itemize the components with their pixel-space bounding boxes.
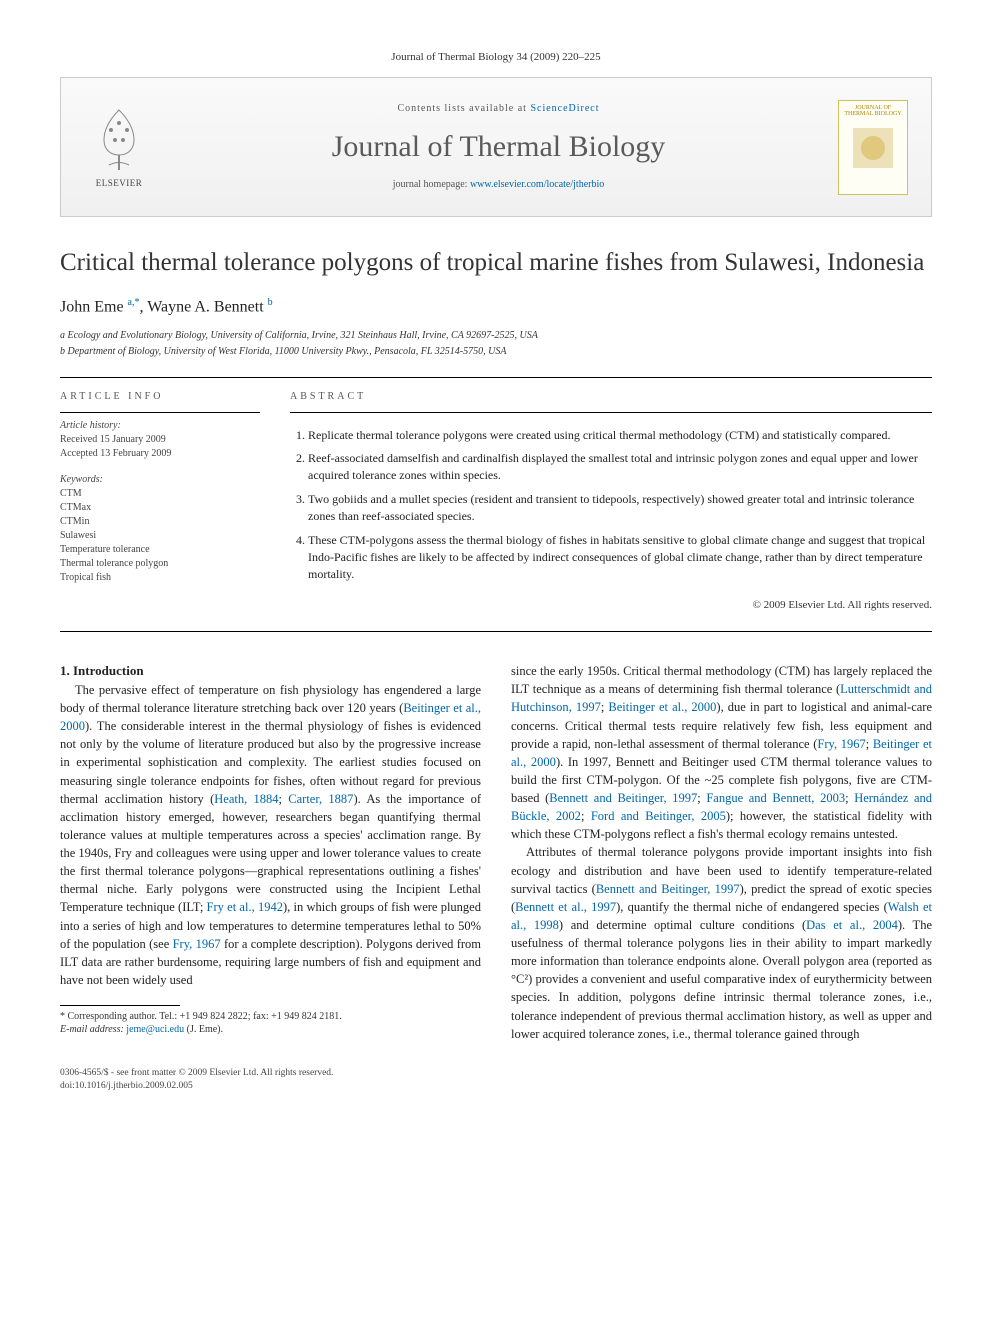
author-list: John Eme a,*, Wayne A. Bennett b (60, 296, 932, 319)
citation-link[interactable]: Bennett and Beitinger, 1997 (549, 791, 697, 805)
citation-link[interactable]: Ford and Beitinger, 2005 (591, 809, 726, 823)
abstract-block: abstract Replicate thermal tolerance pol… (290, 390, 932, 614)
abstract-item: Replicate thermal tolerance polygons wer… (308, 427, 932, 444)
body-paragraph: since the early 1950s. Critical thermal … (511, 662, 932, 843)
citation-link[interactable]: Bennett et al., 1997 (515, 900, 616, 914)
page: Journal of Thermal Biology 34 (2009) 220… (0, 0, 992, 1133)
elsevier-tree-icon (89, 105, 149, 175)
homepage-line: journal homepage: www.elsevier.com/locat… (159, 178, 838, 192)
history-item: Accepted 13 February 2009 (60, 447, 260, 461)
affiliation: b Department of Biology, University of W… (60, 345, 932, 359)
email-label: E-mail address: (60, 1024, 124, 1035)
email-suffix: (J. Eme). (187, 1024, 223, 1035)
citation-link[interactable]: Beitinger et al., 2000 (608, 700, 716, 714)
citation-link[interactable]: Carter, 1887 (288, 792, 353, 806)
citation-link[interactable]: Bennett and Beitinger, 1997 (596, 882, 740, 896)
keyword-list: CTMCTMaxCTMinSulawesiTemperature toleran… (60, 487, 260, 585)
corresponding-author-note: * Corresponding author. Tel.: +1 949 824… (60, 1010, 481, 1023)
journal-name: Journal of Thermal Biology (159, 126, 838, 168)
cover-art-icon (848, 118, 898, 178)
abstract-item: These CTM-polygons assess the thermal bi… (308, 532, 932, 584)
publisher-logo-block: ELSEVIER (79, 105, 159, 190)
keyword-item: Sulawesi (60, 529, 260, 543)
text: ; (845, 791, 854, 805)
affiliations: a Ecology and Evolutionary Biology, Univ… (60, 329, 932, 359)
contents-prefix: Contents lists available at (397, 103, 526, 114)
text: ). The usefulness of thermal tolerance p… (511, 918, 932, 1041)
column-right: since the early 1950s. Critical thermal … (511, 662, 932, 1043)
footnote-divider (60, 1005, 180, 1006)
citation-link[interactable]: Fangue and Bennett, 2003 (706, 791, 845, 805)
running-header: Journal of Thermal Biology 34 (2009) 220… (60, 50, 932, 65)
page-footer: 0306-4565/$ - see front matter © 2009 El… (60, 1067, 932, 1094)
history-label: Article history: (60, 419, 260, 433)
citation-link[interactable]: Heath, 1884 (214, 792, 278, 806)
homepage-prefix: journal homepage: (393, 179, 468, 190)
article-info-block: article info Article history: Received 1… (60, 390, 260, 614)
body-paragraph: The pervasive effect of temperature on f… (60, 681, 481, 989)
divider (60, 631, 932, 632)
body-columns: 1. Introduction The pervasive effect of … (60, 662, 932, 1043)
body-paragraph: Attributes of thermal tolerance polygons… (511, 843, 932, 1042)
keyword-item: CTMax (60, 501, 260, 515)
abstract-item: Two gobiids and a mullet species (reside… (308, 491, 932, 526)
abstract-list: Replicate thermal tolerance polygons wer… (290, 427, 932, 584)
column-left: 1. Introduction The pervasive effect of … (60, 662, 481, 1043)
citation-link[interactable]: Fry, 1967 (173, 937, 221, 951)
text: ; (279, 792, 289, 806)
abstract-copyright: © 2009 Elsevier Ltd. All rights reserved… (290, 598, 932, 613)
email-link[interactable]: jeme@uci.edu (126, 1024, 184, 1035)
cover-thumb-title: JOURNAL OF THERMAL BIOLOGY (843, 105, 903, 118)
text: ). As the importance of acclimation hist… (60, 792, 481, 915)
journal-banner: ELSEVIER Contents lists available at Sci… (60, 77, 932, 217)
keyword-item: CTM (60, 487, 260, 501)
info-divider (60, 412, 260, 413)
text: ) and determine optimal culture conditio… (559, 918, 806, 932)
text: ; (697, 791, 706, 805)
citation-link[interactable]: Fry et al., 1942 (207, 900, 283, 914)
citation-link[interactable]: Das et al., 2004 (806, 918, 898, 932)
article-title: Critical thermal tolerance polygons of t… (60, 247, 932, 280)
contents-line: Contents lists available at ScienceDirec… (159, 102, 838, 116)
section-heading: 1. Introduction (60, 662, 481, 681)
front-matter-line: 0306-4565/$ - see front matter © 2009 El… (60, 1067, 932, 1080)
publisher-name: ELSEVIER (96, 177, 143, 190)
history-item: Received 15 January 2009 (60, 433, 260, 447)
cover-thumb-block: JOURNAL OF THERMAL BIOLOGY (838, 100, 913, 195)
abstract-divider (290, 412, 932, 413)
text: ; (581, 809, 591, 823)
keyword-item: Thermal tolerance polygon (60, 557, 260, 571)
text: ), quantify the thermal niche of endange… (616, 900, 888, 914)
journal-cover-icon: JOURNAL OF THERMAL BIOLOGY (838, 100, 908, 195)
citation-link[interactable]: Fry, 1967 (817, 737, 865, 751)
keyword-item: Tropical fish (60, 571, 260, 585)
banner-center: Contents lists available at ScienceDirec… (159, 102, 838, 192)
keyword-item: Temperature tolerance (60, 543, 260, 557)
keyword-item: CTMin (60, 515, 260, 529)
email-note: E-mail address: jeme@uci.edu (J. Eme). (60, 1023, 481, 1036)
divider (60, 377, 932, 378)
affiliation: a Ecology and Evolutionary Biology, Univ… (60, 329, 932, 343)
article-info-heading: article info (60, 390, 260, 404)
homepage-link[interactable]: www.elsevier.com/locate/jtherbio (470, 179, 604, 190)
abstract-heading: abstract (290, 390, 932, 404)
history-list: Received 15 January 2009Accepted 13 Febr… (60, 433, 260, 461)
keywords-label: Keywords: (60, 473, 260, 487)
sciencedirect-link[interactable]: ScienceDirect (530, 103, 599, 114)
meta-row: article info Article history: Received 1… (60, 390, 932, 614)
doi-line: doi:10.1016/j.jtherbio.2009.02.005 (60, 1080, 932, 1093)
abstract-item: Reef-associated damselfish and cardinalf… (308, 450, 932, 485)
text: ; (866, 737, 873, 751)
